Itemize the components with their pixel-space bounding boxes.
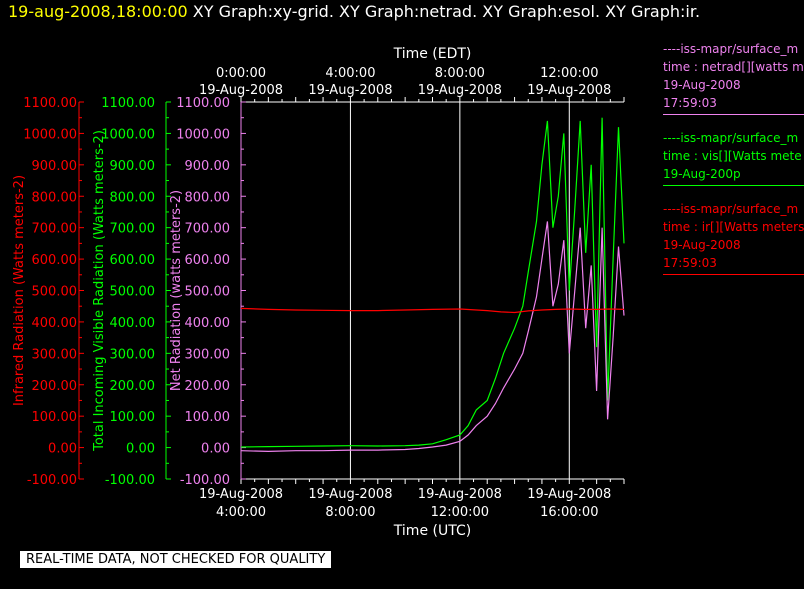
y-axis-tick-label: 700.00	[185, 222, 231, 237]
y-axis-tick-label: 800.00	[110, 190, 156, 205]
legend-line: 19-Aug-200p	[663, 167, 741, 181]
y-axis-tick-label: -100.00	[180, 473, 230, 488]
bottom-axis-label: Time (UTC)	[393, 523, 471, 539]
y-axis-tick-label: 1000.00	[23, 127, 77, 142]
y-axis-tick-label: 600.00	[110, 253, 156, 268]
bottom-axis-tick-date: 19-Aug-2008	[308, 487, 392, 502]
y-axis-tick-label: 1100.00	[23, 96, 77, 111]
y-axis-tick-label: 0.00	[48, 442, 77, 457]
y-axis-tick-label: 500.00	[110, 285, 156, 300]
bottom-axis-tick-date: 19-Aug-2008	[199, 487, 283, 502]
bottom-axis-tick-time: 12:00:00	[431, 505, 489, 520]
series-line-vis	[240, 117, 625, 448]
y-axis-tick-label: 200.00	[185, 379, 231, 394]
header-graph-list: XY Graph:xy-grid. XY Graph:netrad. XY Gr…	[192, 2, 701, 21]
y-axis-tick-label: 1000.00	[176, 127, 230, 142]
y-axis-tick-label: 600.00	[185, 253, 231, 268]
legend-line: 19-Aug-2008	[663, 238, 741, 252]
top-axis-tick-time: 8:00:00	[435, 66, 485, 81]
y-axis-tick-label: 400.00	[110, 316, 156, 331]
y-axis-tick-label: 1100.00	[101, 96, 155, 111]
y-axis-tick-label: -100.00	[105, 473, 155, 488]
bottom-axis-tick-time: 16:00:00	[540, 505, 598, 520]
top-axis-tick-time: 12:00:00	[540, 66, 598, 81]
bottom-axis-tick-time: 8:00:00	[325, 505, 375, 520]
y-axis-tick-label: 500.00	[185, 285, 231, 300]
y-axis-tick-label: -100.00	[27, 473, 77, 488]
top-axis-tick-date: 19-Aug-2008	[308, 83, 392, 98]
y-axis-title: Net Radiation (watts meters-2)	[169, 190, 184, 391]
series-line-ir	[240, 307, 625, 314]
legend-line: ----iss-mapr/surface_m	[663, 131, 799, 145]
y-axis-tick-label: 900.00	[185, 159, 231, 174]
y-axis-tick-label: 400.00	[32, 316, 78, 331]
chart-header: 19-aug-2008,18:00:00 XY Graph:xy-grid. X…	[8, 2, 700, 21]
top-axis-tick-date: 19-Aug-2008	[418, 83, 502, 98]
legend-line: time : ir[][Watts meters	[663, 220, 804, 234]
y-axis-tick-label: 900.00	[110, 159, 156, 174]
bottom-axis-tick-date: 19-Aug-2008	[418, 487, 502, 502]
legend-line: 17:59:03	[663, 256, 717, 270]
y-axis-tick-label: 800.00	[32, 190, 78, 205]
top-axis-tick-date: 19-Aug-2008	[199, 83, 283, 98]
quality-disclaimer: REAL-TIME DATA, NOT CHECKED FOR QUALITY	[20, 551, 332, 568]
y-axis-tick-label: 900.00	[32, 159, 78, 174]
legend-line: ----iss-mapr/surface_m	[663, 202, 799, 216]
legend-line: 19-Aug-2008	[663, 78, 741, 92]
legend-line: 17:59:03	[663, 96, 717, 110]
y-axis-tick-label: 1100.00	[176, 96, 230, 111]
y-axis-tick-label: 200.00	[32, 379, 78, 394]
bottom-axis-tick-date: 19-Aug-2008	[527, 487, 611, 502]
y-axis-tick-label: 500.00	[32, 285, 78, 300]
top-axis-tick-time: 4:00:00	[325, 66, 375, 81]
header-date: 19-aug-2008,18:00:00	[8, 2, 188, 21]
series-line-netrad	[240, 221, 625, 453]
y-axis-tick-label: 800.00	[185, 190, 231, 205]
y-axis-tick-label: 300.00	[185, 347, 231, 362]
y-axis-tick-label: 200.00	[110, 379, 156, 394]
legend-separator	[663, 114, 804, 115]
legend-line: time : vis[][Watts mete	[663, 149, 802, 163]
y-axis-tick-label: 100.00	[32, 410, 78, 425]
legend-separator	[663, 185, 804, 186]
legend-line: time : netrad[][watts m	[663, 60, 804, 74]
legend-line: ----iss-mapr/surface_m	[663, 42, 799, 56]
legend-separator	[663, 274, 804, 275]
y-axis-tick-label: 0.00	[126, 442, 155, 457]
y-axis-tick-label: 400.00	[185, 316, 231, 331]
y-axis-tick-label: 300.00	[32, 347, 78, 362]
bottom-axis-tick-time: 4:00:00	[216, 505, 266, 520]
y-axis-tick-label: 300.00	[110, 347, 156, 362]
y-axis-tick-label: 1000.00	[101, 127, 155, 142]
y-axis-tick-label: 700.00	[110, 222, 156, 237]
y-axis-tick-label: 0.00	[201, 442, 230, 457]
top-axis-label: Time (EDT)	[393, 46, 472, 62]
y-axis-title: Total Incoming Visible Radiation (Watts …	[92, 130, 107, 452]
top-axis-tick-date: 19-Aug-2008	[527, 83, 611, 98]
y-axis-tick-label: 100.00	[110, 410, 156, 425]
top-axis-tick-time: 0:00:00	[216, 66, 266, 81]
y-axis-tick-label: 100.00	[185, 410, 231, 425]
y-axis-title: Infrared Radiation (Watts meters-2)	[12, 175, 27, 406]
y-axis-tick-label: 700.00	[32, 222, 78, 237]
y-axis-tick-label: 600.00	[32, 253, 78, 268]
